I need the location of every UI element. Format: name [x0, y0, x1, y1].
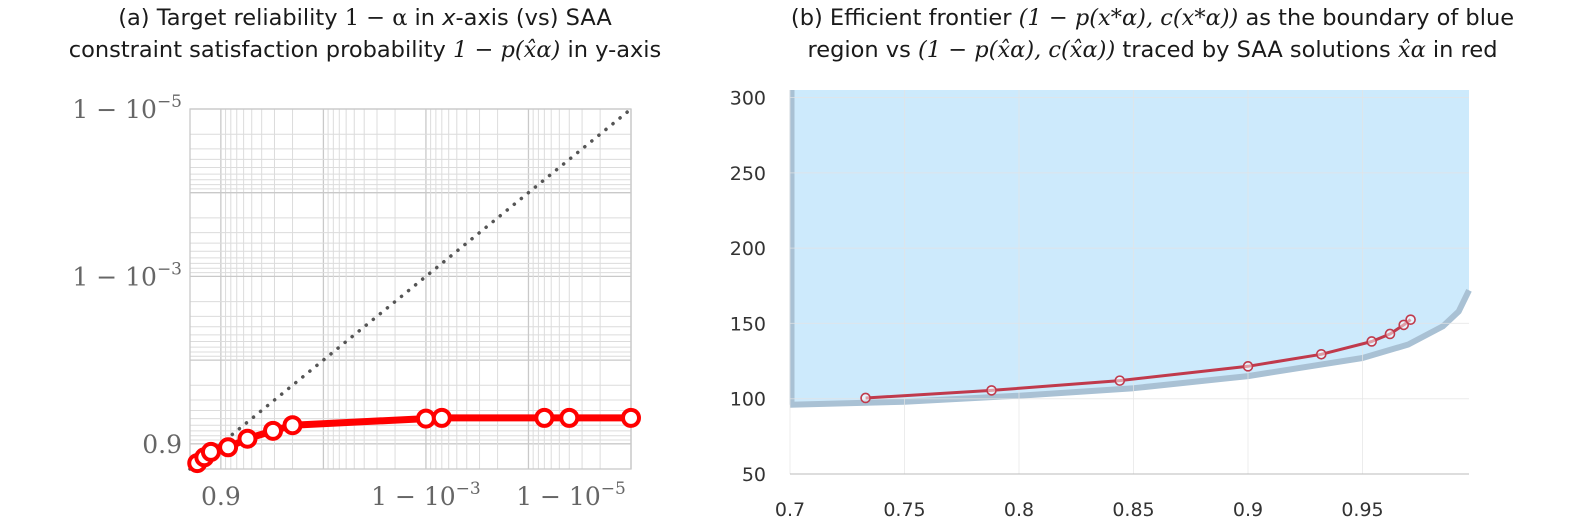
chart-b-saa-point [1315, 348, 1327, 360]
chart-a-frame [189, 108, 632, 470]
chart-b-y-tick-label: 250 [730, 163, 766, 185]
chart-a-tick-labels: 0.9 1 − 10−3 1 − 10−5 0.9 1 − 10−3 1 − 10−5 [72, 92, 625, 511]
chart-a-saa-point [431, 407, 452, 428]
chart-b-tick-labels: 0.7 0.75 0.8 0.85 0.9 0.95 50 100 150 200 250 300 [730, 88, 1384, 521]
chart-a-y-tick-label: 1 − 10−3 [72, 259, 182, 291]
chart-a-series [187, 107, 641, 474]
chart-b-feasible-region [790, 90, 1469, 405]
chart-b-frontier-region [789, 90, 1472, 408]
chart-b-saa-point [1384, 328, 1396, 340]
chart-b-efficient-frontier: 0.7 0.75 0.8 0.85 0.9 0.95 50 100 150 200 250 300 [730, 88, 1472, 521]
chart-a-saa-point [621, 407, 641, 428]
chart-a-y-tick-label: 0.9 [142, 430, 182, 459]
chart-a-x-tick-label: 1 − 10−3 [371, 479, 481, 511]
chart-b-y-tick-label: 100 [730, 389, 766, 411]
chart-a-title: (a) Target reliability 1 − α in x-axis (… [0, 2, 730, 66]
chart-b-saa-point [860, 392, 871, 404]
chart-a-saa-point [559, 407, 580, 428]
chart-b-y-tick-label: 150 [730, 313, 766, 335]
chart-b-saa-series [860, 314, 1416, 404]
chart-b-y-tick-label: 300 [730, 88, 766, 110]
chart-a-x-tick-label: 1 − 10−5 [516, 479, 626, 511]
chart-a-y-tick-label: 1 − 10−5 [72, 92, 182, 124]
chart-b-x-tick-label: 0.9 [1233, 499, 1263, 521]
chart-b-y-tick-label: 50 [742, 464, 766, 486]
chart-a-reliability: 0.9 1 − 10−3 1 − 10−5 0.9 1 − 10−3 1 − 10−5 [72, 92, 641, 511]
chart-b-x-tick-label: 0.95 [1341, 499, 1383, 521]
chart-a-saa-point [200, 441, 221, 462]
chart-a-diagonal-line [188, 107, 633, 471]
chart-a-saa-point [263, 420, 284, 441]
chart-b-x-tick-label: 0.7 [775, 499, 805, 521]
chart-b-saa-point [1398, 319, 1410, 331]
chart-a-plot-frame [189, 108, 632, 470]
chart-b-y-tick-label: 200 [730, 238, 766, 260]
chart-a-x-tick-label: 0.9 [201, 482, 241, 511]
chart-b-x-tick-label: 0.85 [1112, 499, 1154, 521]
chart-a-title-line2: constraint satisfaction probability 1 − … [68, 37, 662, 63]
chart-b-saa-point [986, 385, 997, 396]
chart-a-saa-point [282, 415, 303, 436]
chart-a-saa-point [534, 407, 555, 428]
chart-b-title: (b) Efficient frontier (1 − p(x*α), c(x*… [728, 2, 1577, 66]
chart-b-saa-point [1366, 336, 1377, 347]
chart-a-saa-point [218, 437, 239, 458]
chart-a-title-line1: (a) Target reliability 1 − α in x-axis (… [118, 5, 612, 31]
chart-b-x-tick-label: 0.8 [1004, 499, 1034, 521]
chart-a-grid [189, 108, 632, 470]
chart-b-saa-point [1405, 314, 1416, 325]
chart-a-saa-point [415, 408, 436, 429]
chart-a-saa-point [237, 428, 258, 449]
chart-b-title-line2: region vs (1 − p(x̂α), c(x̂α)) traced by… [807, 37, 1498, 63]
chart-b-saa-point [1114, 375, 1126, 386]
chart-b-saa-point [1242, 361, 1254, 372]
chart-b-title-line1: (b) Efficient frontier (1 − p(x*α), c(x*… [790, 5, 1515, 31]
chart-b-x-tick-label: 0.75 [883, 499, 925, 521]
